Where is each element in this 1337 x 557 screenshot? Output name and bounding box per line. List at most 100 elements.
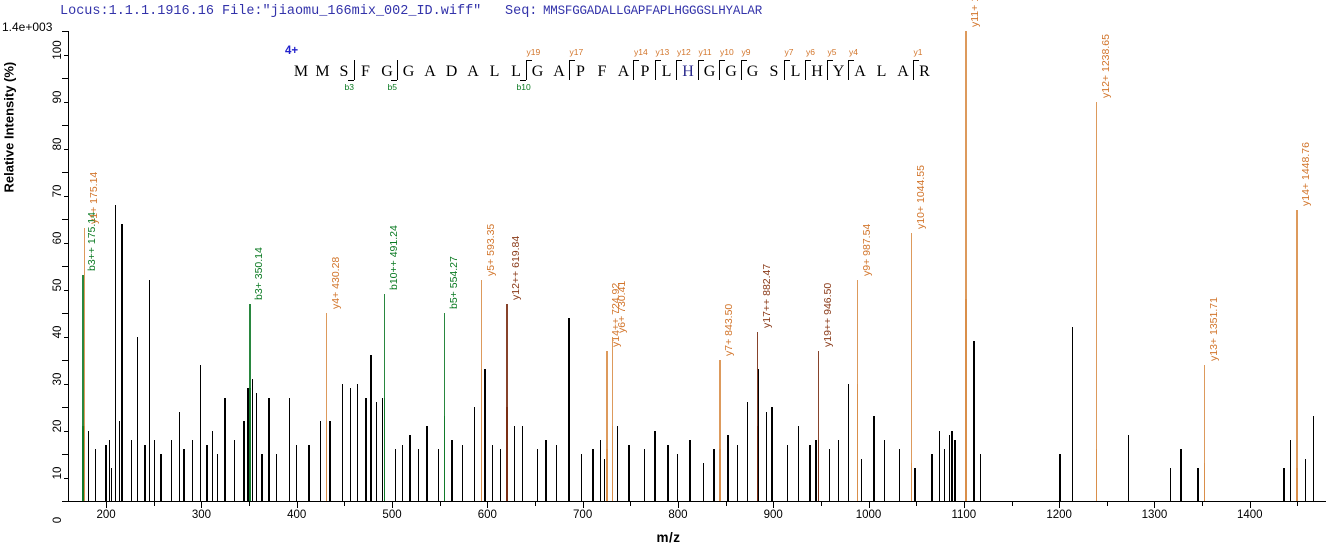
x-axis-tick-label: 1200 [1046,509,1072,521]
y-ion-label: y17 [569,47,584,57]
cleavage-foot [347,80,354,81]
peak [1283,468,1285,501]
x-axis-tick-label: 1400 [1236,509,1263,521]
sequence-residue: F [361,63,370,80]
y-ion-label: y10 [720,47,734,57]
ion-peak-riser [1203,364,1206,501]
y-axis-tick [62,313,68,314]
sequence-residue: G [703,63,716,80]
x-axis-tick [963,502,965,508]
peak [473,407,476,501]
cleavage-foot [848,60,854,61]
peak [251,378,254,501]
y-ion-cleavage-mark [783,60,785,80]
ion-peak-riser [83,228,86,501]
peak [514,425,516,501]
x-axis-minor-tick [916,502,918,506]
cleavage-foot [525,60,532,61]
sequence-residue: F [597,63,607,80]
sequence-residue: A [553,63,565,80]
y-axis-minor-tick [64,54,68,56]
peak [183,449,185,501]
peak [713,449,715,501]
y-axis-tick [62,360,68,361]
peak [786,444,788,501]
peak-label: y10+ 1044.55 [915,165,927,230]
sequence-residue: D [445,63,458,80]
sequence-residue: P [640,63,650,80]
peak [765,411,767,501]
x-axis-tick-label: 300 [191,509,212,521]
peak [341,383,343,501]
peak [149,280,151,501]
peak [914,468,916,501]
y-ion-cleavage-mark [912,60,914,80]
sequence-residue: L [511,63,521,80]
peak [394,449,397,501]
peak [94,449,97,501]
peak [628,444,630,501]
peak [199,364,201,501]
peak-label: y9+ 987.54 [860,223,873,277]
y-ion-label: y6 [806,47,815,57]
y-ion-cleavage-mark [826,60,828,80]
peak [261,454,263,501]
peak [401,444,403,501]
peak [426,425,428,501]
peak-label: y11+ 1101.59 [969,0,981,27]
y-axis-tick-label: 0 [52,516,64,524]
peak [1289,439,1292,501]
intensity-max-label: 1.4e+003 [2,20,53,34]
sequence-residue: S [339,63,349,80]
peak [521,425,524,501]
peak-label: y6+ 730.41 [615,280,628,333]
x-axis-minor-tick [630,502,632,506]
peak [329,421,331,501]
y-ion-cleavage-mark [805,60,806,80]
x-axis-tick-label: 700 [573,509,593,521]
sequence-residue: H [811,63,823,80]
peak [105,444,107,501]
peak [592,449,594,501]
x-axis-tick-label: 200 [96,509,116,521]
x-axis-minor-tick [1011,502,1013,506]
x-axis-minor-tick [1106,502,1108,506]
peak [492,444,494,501]
x-axis-tick-label: 1300 [1141,509,1168,521]
peak [224,397,226,501]
x-axis-tick [1154,502,1156,508]
sequence-residue: R [919,63,930,80]
peak [247,388,249,501]
peak [295,444,298,501]
peak [980,454,982,501]
y-axis-minor-tick [64,242,68,244]
sequence-residue: M [293,63,309,80]
peak [170,439,173,501]
x-axis-minor-tick [1202,502,1204,506]
peak [973,341,975,501]
peak [899,449,901,501]
precursor-charge-badge: 4+ [285,45,299,57]
y-axis-line [68,31,69,501]
peak [114,204,117,501]
peak [417,449,420,501]
b-ion-label: b3 [344,82,354,92]
y-ion-cleavage-mark [676,60,677,80]
peak [667,444,669,501]
sequence-residue: G [746,63,759,80]
ion-peak-riser [480,280,483,501]
peak [153,439,156,501]
peak [536,449,539,501]
peak [1312,416,1315,501]
cleavage-foot [740,60,747,61]
x-axis-tick [1249,502,1251,508]
peak [233,439,236,501]
sequence-residue: A [854,63,866,80]
peak-label: y19++ 946.50 [821,282,834,347]
y-ion-label: y19 [526,47,541,57]
peak [499,449,502,501]
x-axis-minor-tick [534,502,536,506]
sequence-residue: A [424,63,436,80]
peak-label: b5+ 554.27 [447,256,460,309]
